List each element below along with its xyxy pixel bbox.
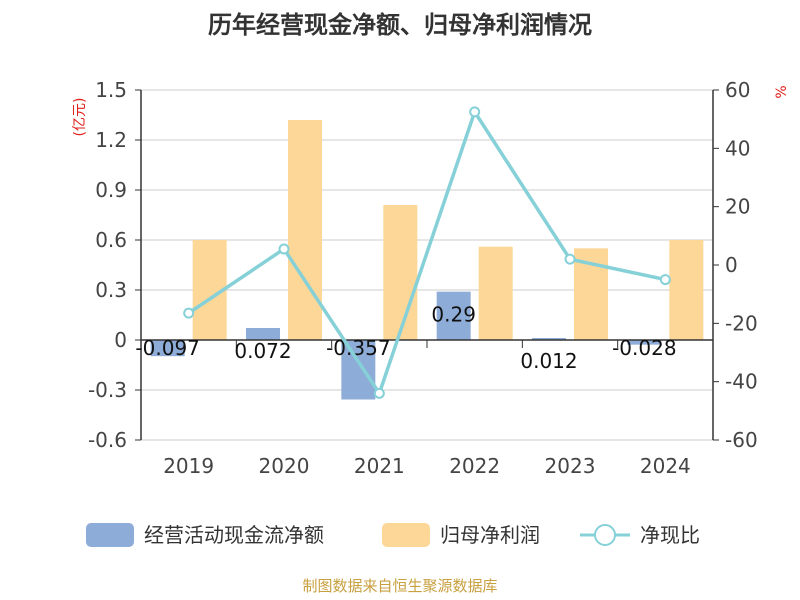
chart-title: 历年经营现金净额、归母净利润情况 xyxy=(208,11,592,39)
legend-label-ratio: 净现比 xyxy=(640,523,700,547)
category-label: 2024 xyxy=(640,454,691,478)
right-tick-label: -60 xyxy=(725,428,758,452)
ratio-point xyxy=(659,274,671,286)
category-label: 2020 xyxy=(259,454,310,478)
ratio-point xyxy=(373,387,385,399)
cash-flow-bar xyxy=(627,340,662,345)
ratio-point xyxy=(564,253,576,265)
ratio-point xyxy=(278,243,290,255)
category-label: 2023 xyxy=(545,454,596,478)
left-tick-label: 0.9 xyxy=(95,178,127,202)
net-profit-bar xyxy=(288,120,322,340)
cash-flow-value-label: 0.072 xyxy=(234,339,291,363)
legend-label-cash-flow: 经营活动现金流净额 xyxy=(144,523,324,547)
legend: 经营活动现金流净额 归母净利润 净现比 xyxy=(86,523,700,547)
category-label: 2019 xyxy=(163,454,214,478)
legend-label-net-profit: 归母净利润 xyxy=(440,523,540,547)
left-tick-label: 0.3 xyxy=(95,278,127,302)
ratio-polyline xyxy=(187,110,666,396)
left-axis-unit: (亿元) xyxy=(72,98,88,137)
left-tick-label: 1.2 xyxy=(95,128,127,152)
legend-swatch-net-profit xyxy=(382,523,430,547)
right-axis-unit: % xyxy=(774,85,790,98)
left-tick-label: 1.5 xyxy=(95,78,127,102)
cash-flow-value-label: 0.012 xyxy=(520,349,577,373)
source-note: 制图数据来自恒生聚源数据库 xyxy=(302,577,497,595)
cash-flow-bar xyxy=(341,340,376,400)
data-labels: -0.097 0.072 -0.357 0.29 0.012 -0.028 xyxy=(135,303,676,373)
legend-swatch-ratio-marker xyxy=(594,524,616,546)
right-tick-label: 60 xyxy=(725,78,750,102)
axes: 1.5 1.2 0.9 0.6 0.3 0 -0.3 -0.6 60 40 20 0 -20 -40 -60… xyxy=(88,78,758,478)
net-profit-bar xyxy=(383,205,418,340)
cash-flow-bar xyxy=(246,328,280,340)
category-label: 2022 xyxy=(449,454,500,478)
right-tick-label: 20 xyxy=(725,195,750,219)
ratio-point xyxy=(469,106,481,118)
left-tick-label: 0 xyxy=(114,328,127,352)
right-tick-label: -40 xyxy=(725,370,758,394)
cash-flow-bar xyxy=(436,291,471,340)
cash-flow-value-label: -0.357 xyxy=(326,336,390,360)
cash-flow-bar xyxy=(150,340,185,357)
category-label: 2021 xyxy=(354,454,405,478)
left-tick-label: -0.6 xyxy=(88,428,127,452)
right-tick-label: -20 xyxy=(725,311,758,335)
left-tick-label: -0.3 xyxy=(88,378,127,402)
net-profit-bar xyxy=(669,240,704,340)
grid-lines xyxy=(141,89,713,441)
net-profit-bar xyxy=(478,246,513,340)
ratio-line xyxy=(183,106,671,399)
right-tick-label: 0 xyxy=(725,253,738,277)
cash-flow-value-label: -0.028 xyxy=(612,336,676,360)
left-tick-label: 0.6 xyxy=(95,228,127,252)
legend-swatch-cash-flow xyxy=(86,523,134,547)
bars xyxy=(150,120,704,400)
cash-flow-value-label: 0.29 xyxy=(431,303,476,327)
cash-flow-bar xyxy=(532,338,566,340)
right-tick-label: 40 xyxy=(725,136,750,160)
ratio-point xyxy=(183,307,195,319)
cash-flow-value-label: -0.097 xyxy=(135,336,199,360)
